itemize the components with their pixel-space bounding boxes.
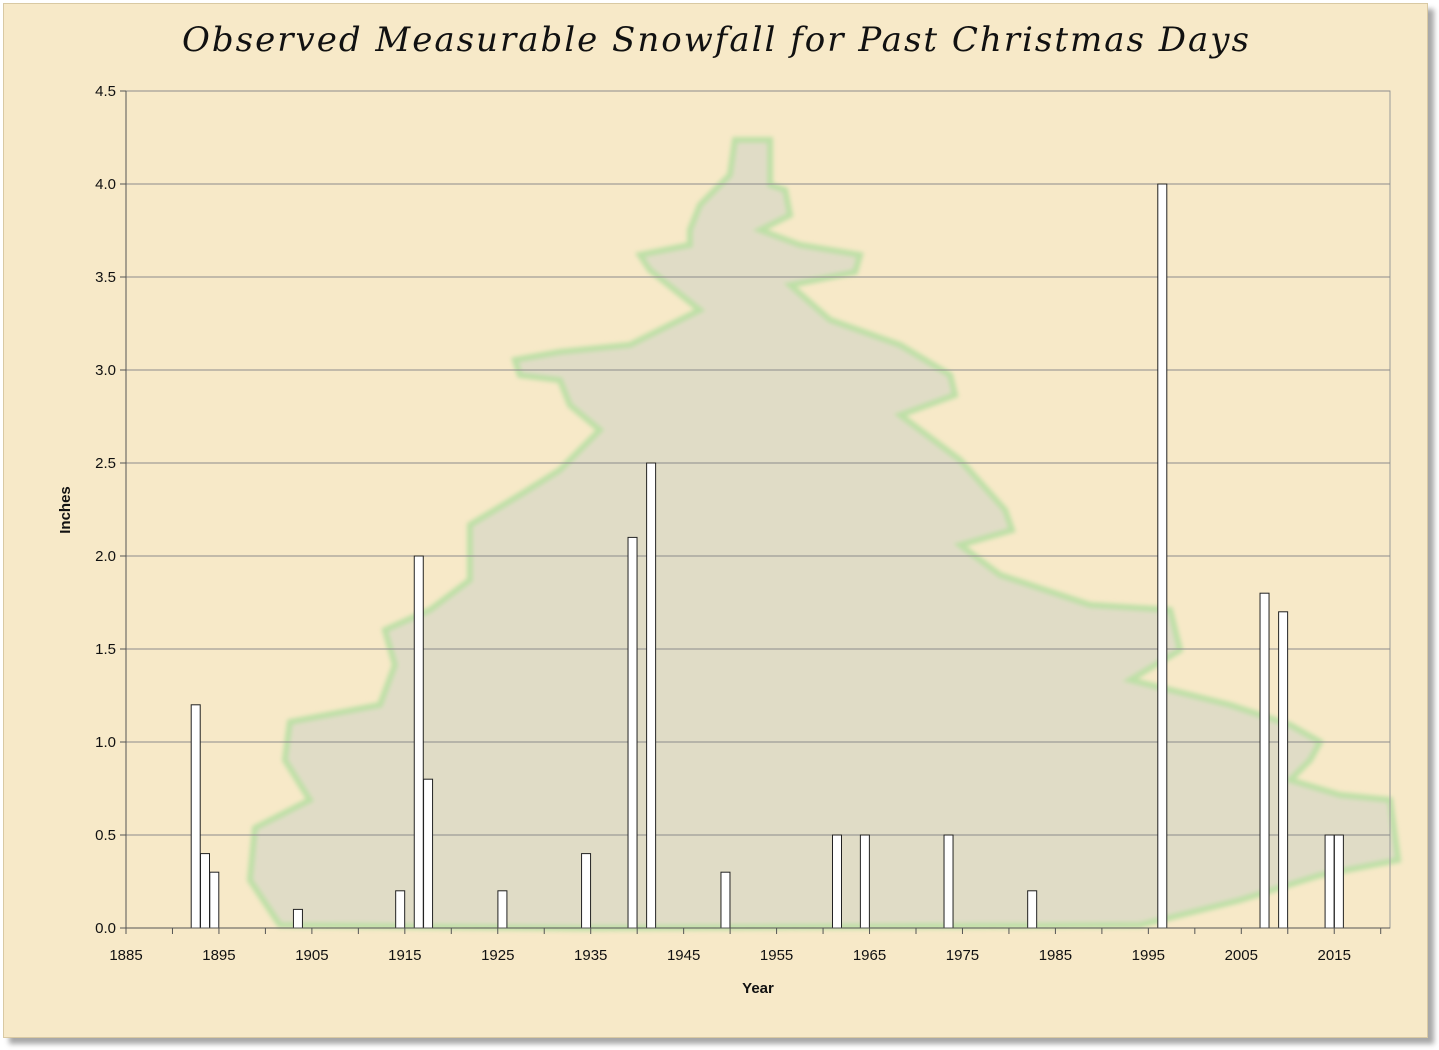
y-tick-label: 1.0: [95, 734, 116, 751]
bar: [413, 555, 424, 929]
x-tick-label: 1905: [295, 947, 328, 964]
x-tick-label: 1995: [1132, 947, 1165, 964]
x-tick-label: 2005: [1225, 947, 1258, 964]
x-tick-label: 1895: [202, 947, 235, 964]
x-tick-label: 2015: [1318, 947, 1351, 964]
y-tick-label: 4.5: [95, 83, 116, 100]
bar: [423, 778, 434, 929]
x-tick-label: 1885: [109, 947, 142, 964]
bar: [646, 462, 657, 929]
x-tick-label: 1915: [388, 947, 421, 964]
y-tick-label: 0.0: [95, 920, 116, 937]
bar: [832, 834, 842, 929]
bar: [190, 704, 201, 929]
bar: [497, 890, 508, 929]
x-tick-label: 1935: [574, 947, 607, 964]
y-tick-label: 1.5: [95, 641, 116, 658]
x-axis-title: Year: [742, 980, 774, 997]
bar: [1333, 834, 1344, 929]
y-tick-label: 2.0: [95, 548, 116, 565]
bar: [1324, 834, 1335, 929]
y-tick-label: 3.5: [95, 269, 116, 286]
x-tick-label: 1975: [946, 947, 979, 964]
bar: [292, 908, 303, 929]
bar: [1259, 592, 1270, 929]
x-tick-label: 1945: [667, 947, 700, 964]
x-tick-label: 1925: [481, 947, 514, 964]
bar: [209, 871, 220, 929]
bar: [200, 853, 210, 929]
y-tick-label: 2.5: [95, 455, 116, 472]
y-tick-label: 4.0: [95, 176, 116, 193]
bar: [1278, 611, 1289, 929]
bar: [720, 871, 731, 929]
bar: [943, 834, 954, 929]
chart-title: Observed Measurable Snowfall for Past Ch…: [182, 20, 1251, 60]
axes: [125, 91, 1390, 929]
bar: [1157, 183, 1168, 929]
x-tick-label: 1965: [853, 947, 886, 964]
y-tick-label: 0.5: [95, 827, 116, 844]
y-axis-ticks: 0.0 0.5 1.0 1.5 2.0 2.5 3.0 3.5 4.0 4.5: [95, 83, 126, 937]
x-tick-label: 1985: [1039, 947, 1072, 964]
bar: [581, 853, 592, 929]
bar: [395, 890, 406, 929]
x-tick-label: 1955: [760, 947, 793, 964]
bar: [627, 536, 638, 929]
bar: [1027, 890, 1038, 929]
y-tick-label: 3.0: [95, 362, 116, 379]
x-axis-ticks: 1885 1895 1905 1915 1925 1935 1945 1955 1965 1975…: [109, 928, 1382, 964]
y-axis-title: Inches: [57, 486, 74, 534]
bar: [859, 834, 870, 929]
